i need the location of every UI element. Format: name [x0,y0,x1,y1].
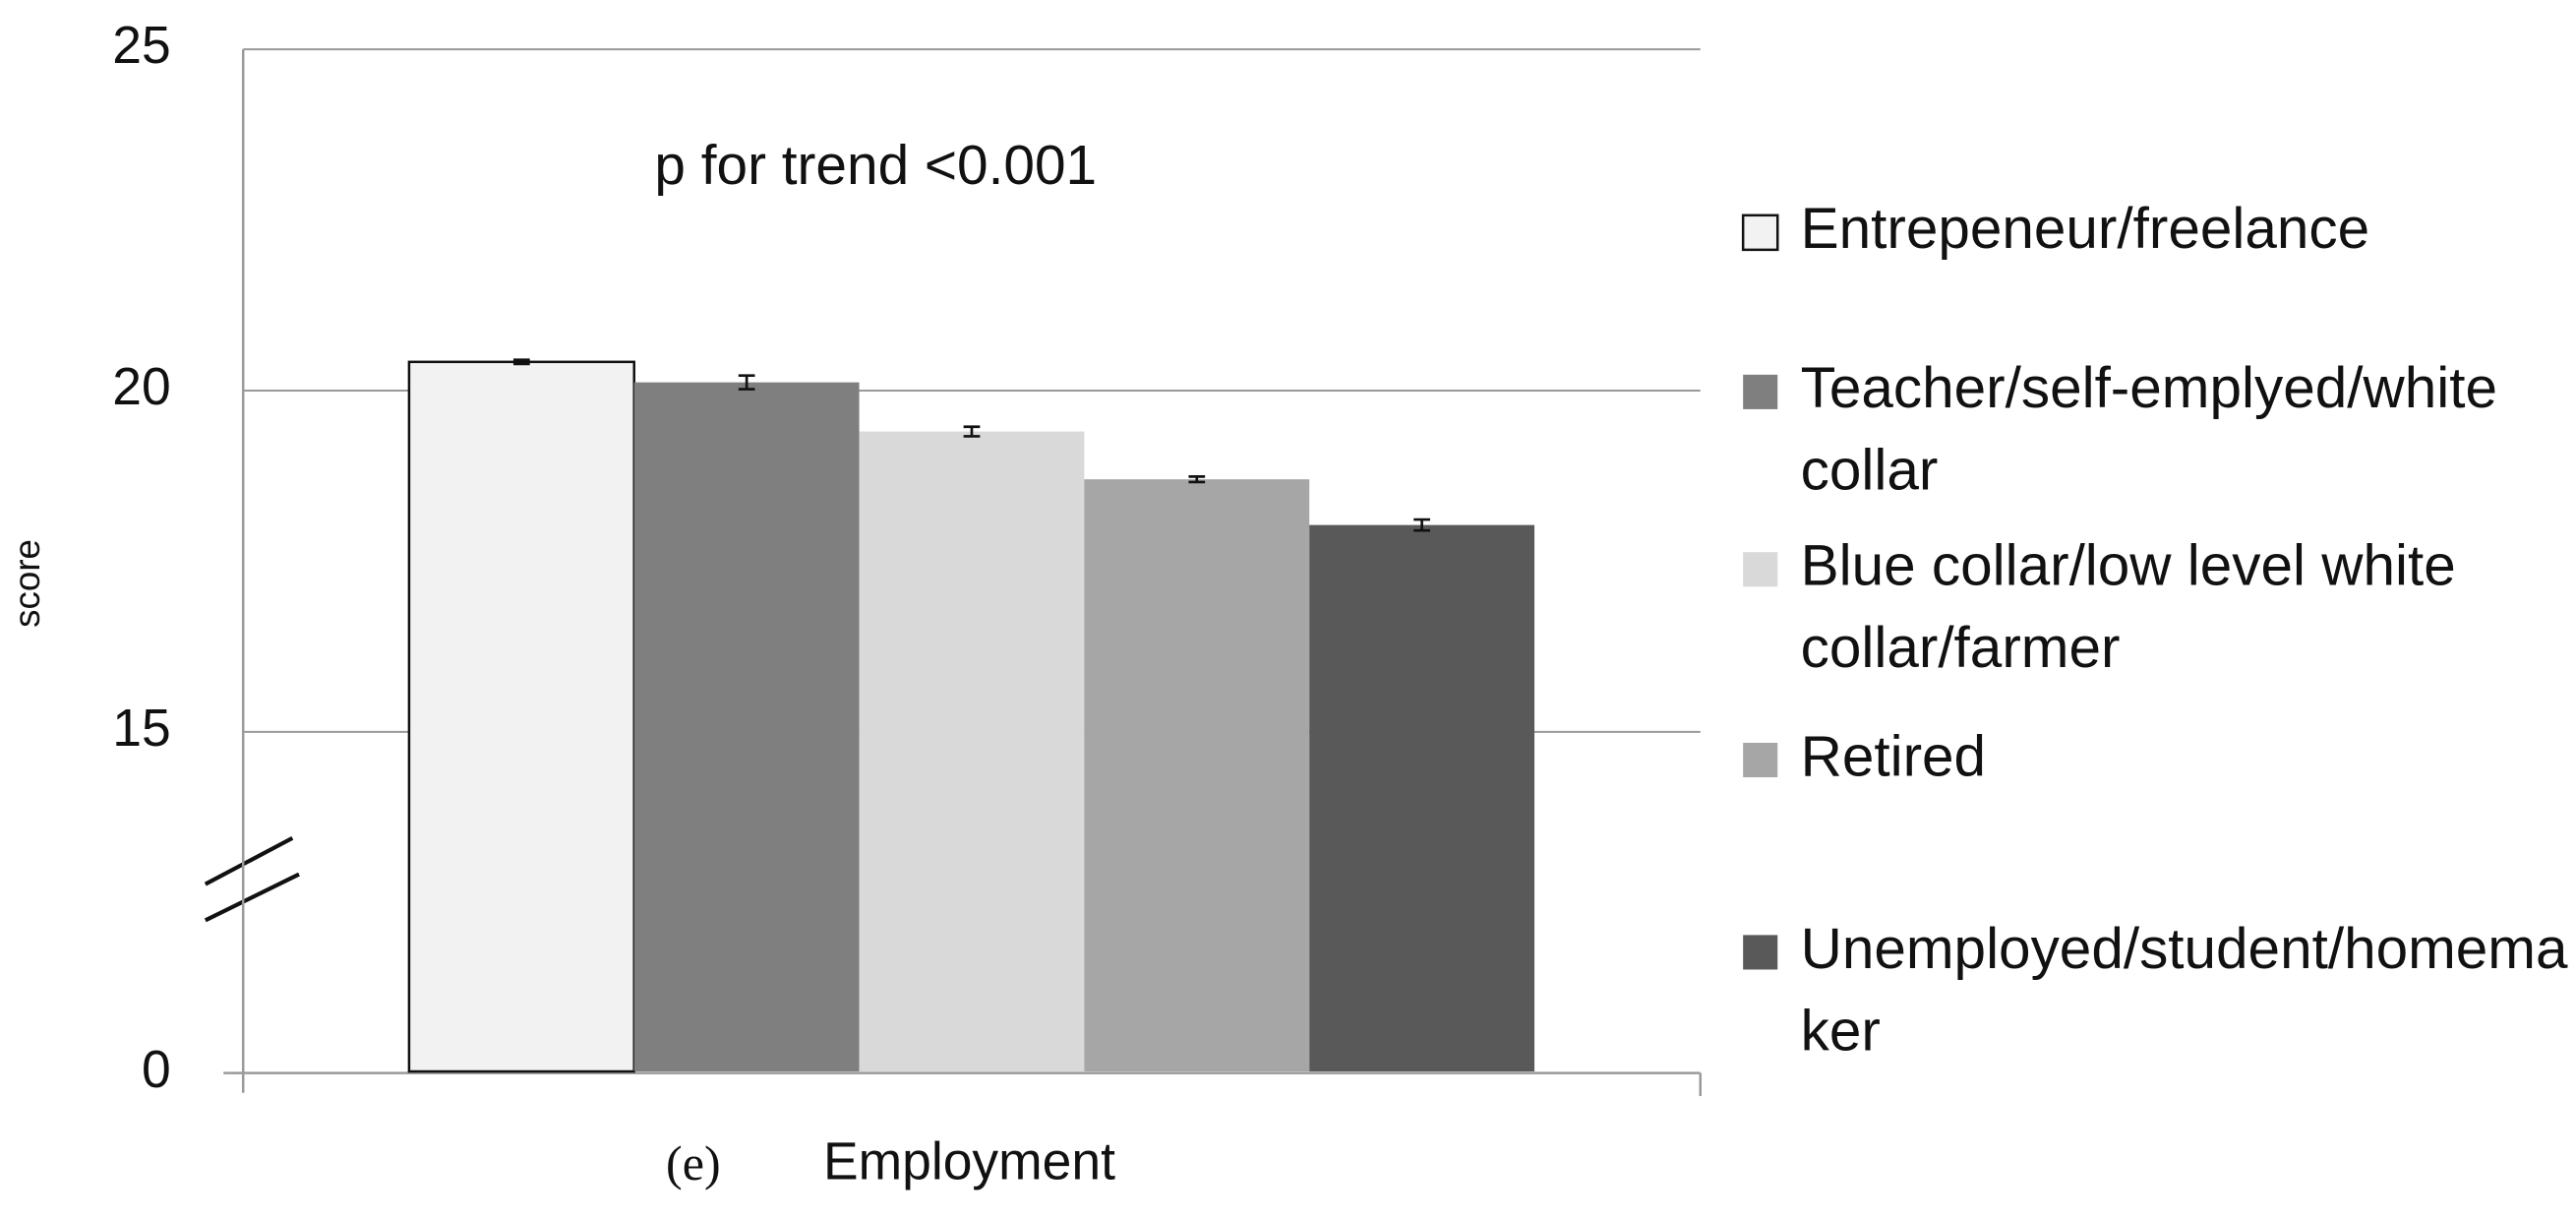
y-tick-label: 0 [142,1041,171,1099]
legend-item: Unemployed/student/homemaker [1800,917,2568,1064]
bar [1084,479,1310,1072]
bar [859,431,1085,1072]
annotation: p for trend <0.001 [654,135,1097,197]
legend-label: Unemployed/student/homemaker [1800,917,2568,1064]
bar [1309,524,1535,1072]
bar [407,360,635,1073]
axis-break [204,835,300,923]
legend-label: Retired [1800,724,1987,789]
legend-item: Entrepeneur/freelance [1800,197,2370,262]
y-axis-label: score [7,539,47,628]
y-tick-label: 25 [112,17,170,75]
legend-item: Retired [1800,724,1987,789]
legend-label: Blue collar/low level white collar/farme… [1800,533,2456,681]
break-mark [204,872,300,923]
caption: (e) [666,1135,721,1190]
error-bar [512,358,530,366]
legend-label: Teacher/self-emplyed/white collar [1800,356,2497,504]
legend-label: Entrepeneur/freelance [1800,197,2370,262]
legend-swatch [1743,935,1778,970]
y-tick-label: 15 [112,700,170,758]
bar [633,382,860,1072]
error-bar [1413,518,1430,532]
y-tick-label: 20 [112,358,170,416]
legend-swatch [1741,214,1779,252]
legend-item: Teacher/self-emplyed/white collar [1800,356,2497,504]
legend-swatch [1743,552,1778,587]
legend-swatch [1743,742,1778,778]
error-bar [1188,475,1206,484]
x-tick-label: Employment [823,1132,1115,1190]
error-bar [963,425,981,438]
break-mark [204,835,294,886]
legend-item: Blue collar/low level white collar/farme… [1800,533,2456,681]
legend-swatch [1743,374,1778,409]
error-bar [738,374,755,391]
